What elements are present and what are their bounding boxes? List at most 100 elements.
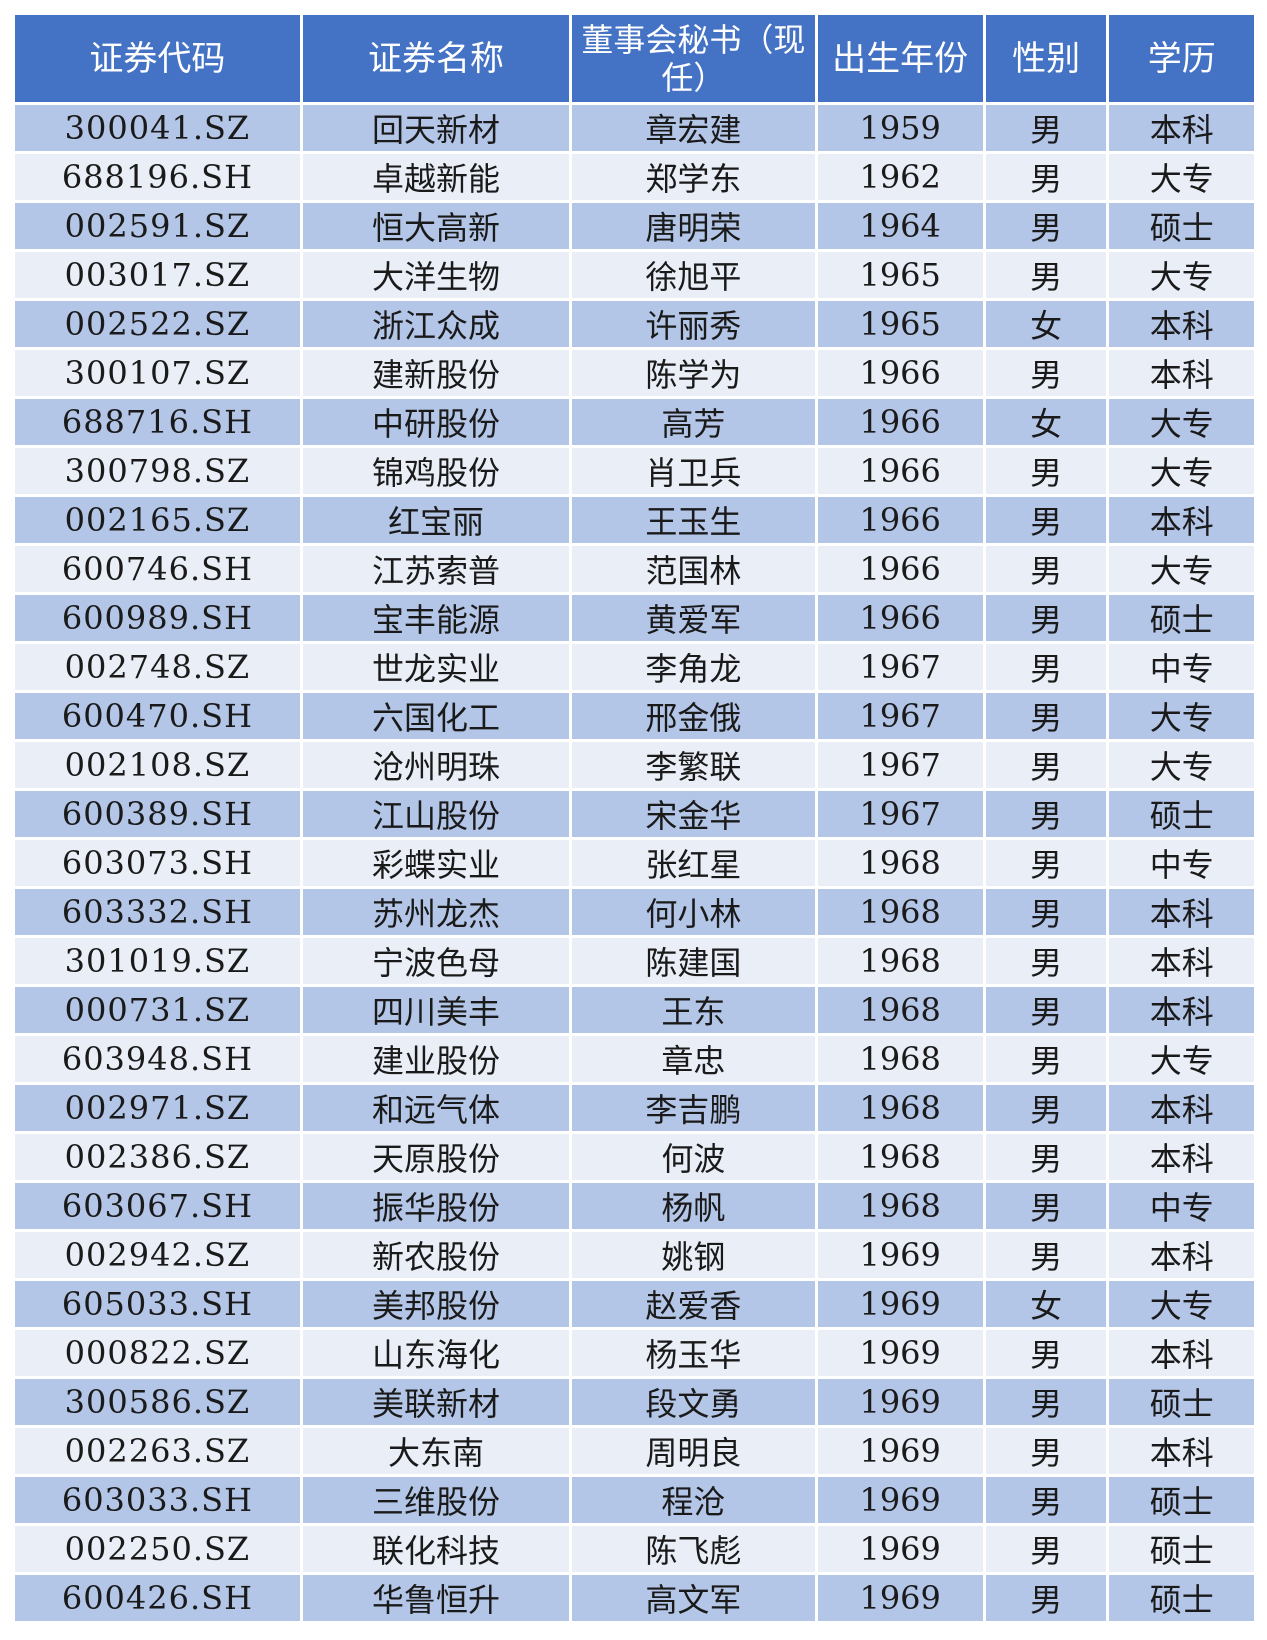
cell-gender: 男	[985, 1036, 1107, 1082]
table-row: 300586.SZ 美联新材 段文勇 1969 男硕士	[15, 1379, 1254, 1425]
cell-gender: 女	[985, 1281, 1107, 1327]
cell-birth-year: 1968	[817, 1085, 983, 1131]
cell-education: 本科	[1109, 1428, 1254, 1474]
cell-birth-year: 1967	[817, 693, 983, 739]
cell-stock-name: 浙江众成	[302, 301, 570, 347]
cell-education: 大专	[1109, 1036, 1254, 1082]
cell-stock-name: 回天新材	[302, 105, 570, 151]
cell-board-secretary: 章忠	[572, 1036, 815, 1082]
cell-stock-name: 天原股份	[302, 1134, 570, 1180]
board-secretary-table: 证券代码 证券名称 董事会秘书（现任） 出生年份 性别 学历 300041.SZ 回天新材章…	[12, 12, 1257, 1624]
cell-stock-name: 振华股份	[302, 1183, 570, 1229]
cell-stock-name: 美邦股份	[302, 1281, 570, 1327]
cell-stock-code: 603332.SH	[15, 889, 300, 935]
cell-education: 本科	[1109, 301, 1254, 347]
cell-education: 大专	[1109, 693, 1254, 739]
table-row: 605033.SH 美邦股份 赵爱香 1969 女大专	[15, 1281, 1254, 1327]
table-row: 002263.SZ 大东南 周明良 1969 男本科	[15, 1428, 1254, 1474]
table-row: 002250.SZ 联化科技 陈飞彪 1969 男硕士	[15, 1526, 1254, 1572]
cell-education: 本科	[1109, 1232, 1254, 1278]
cell-board-secretary: 李繁联	[572, 742, 815, 788]
table-row: 603073.SH 彩蝶实业 张红星 1968 男中专	[15, 840, 1254, 886]
header-row: 证券代码 证券名称 董事会秘书（现任） 出生年份 性别 学历	[15, 15, 1254, 102]
cell-stock-name: 建业股份	[302, 1036, 570, 1082]
cell-board-secretary: 段文勇	[572, 1379, 815, 1425]
cell-gender: 男	[985, 1330, 1107, 1376]
cell-stock-code: 002263.SZ	[15, 1428, 300, 1474]
cell-education: 中专	[1109, 644, 1254, 690]
table-row: 003017.SZ 大洋生物 徐旭平 1965 男大专	[15, 252, 1254, 298]
cell-board-secretary: 何波	[572, 1134, 815, 1180]
cell-stock-name: 沧州明珠	[302, 742, 570, 788]
cell-birth-year: 1966	[817, 546, 983, 592]
table-row: 000731.SZ 四川美丰 王东 1968 男本科	[15, 987, 1254, 1033]
cell-education: 中专	[1109, 1183, 1254, 1229]
cell-gender: 男	[985, 1085, 1107, 1131]
table-row: 688716.SH 中研股份 高芳 1966 女大专	[15, 399, 1254, 445]
cell-gender: 男	[985, 595, 1107, 641]
cell-education: 本科	[1109, 105, 1254, 151]
cell-board-secretary: 杨玉华	[572, 1330, 815, 1376]
cell-birth-year: 1965	[817, 301, 983, 347]
cell-stock-name: 世龙实业	[302, 644, 570, 690]
cell-education: 硕士	[1109, 1526, 1254, 1572]
table-row: 300041.SZ 回天新材 章宏建 1959 男本科	[15, 105, 1254, 151]
cell-stock-name: 恒大高新	[302, 203, 570, 249]
cell-stock-name: 山东海化	[302, 1330, 570, 1376]
cell-board-secretary: 陈飞彪	[572, 1526, 815, 1572]
cell-birth-year: 1969	[817, 1232, 983, 1278]
cell-board-secretary: 李吉鹏	[572, 1085, 815, 1131]
cell-birth-year: 1966	[817, 399, 983, 445]
cell-gender: 男	[985, 154, 1107, 200]
cell-board-secretary: 周明良	[572, 1428, 815, 1474]
cell-gender: 男	[985, 693, 1107, 739]
table-row: 688196.SH 卓越新能 郑学东 1962 男大专	[15, 154, 1254, 200]
cell-stock-name: 三维股份	[302, 1477, 570, 1523]
table-row: 603067.SH 振华股份 杨帆 1968 男中专	[15, 1183, 1254, 1229]
cell-stock-code: 000731.SZ	[15, 987, 300, 1033]
cell-birth-year: 1967	[817, 791, 983, 837]
cell-education: 硕士	[1109, 595, 1254, 641]
cell-birth-year: 1966	[817, 595, 983, 641]
cell-stock-name: 和远气体	[302, 1085, 570, 1131]
cell-gender: 男	[985, 448, 1107, 494]
cell-stock-code: 002971.SZ	[15, 1085, 300, 1131]
cell-stock-code: 300798.SZ	[15, 448, 300, 494]
table-row: 002748.SZ 世龙实业 李角龙 1967 男中专	[15, 644, 1254, 690]
cell-birth-year: 1968	[817, 987, 983, 1033]
table-row: 002591.SZ 恒大高新 唐明荣 1964 男硕士	[15, 203, 1254, 249]
cell-education: 硕士	[1109, 791, 1254, 837]
table-row: 002108.SZ 沧州明珠 李繁联 1967 男大专	[15, 742, 1254, 788]
cell-gender: 男	[985, 1183, 1107, 1229]
cell-board-secretary: 许丽秀	[572, 301, 815, 347]
table-row: 300798.SZ 锦鸡股份 肖卫兵 1966 男大专	[15, 448, 1254, 494]
cell-education: 中专	[1109, 840, 1254, 886]
cell-education: 本科	[1109, 1085, 1254, 1131]
cell-stock-name: 卓越新能	[302, 154, 570, 200]
cell-stock-code: 002591.SZ	[15, 203, 300, 249]
cell-board-secretary: 邢金俄	[572, 693, 815, 739]
table-row: 600746.SH 江苏索普 范国林 1966 男大专	[15, 546, 1254, 592]
cell-board-secretary: 肖卫兵	[572, 448, 815, 494]
cell-stock-name: 大洋生物	[302, 252, 570, 298]
cell-education: 大专	[1109, 546, 1254, 592]
cell-stock-code: 002522.SZ	[15, 301, 300, 347]
cell-stock-code: 000822.SZ	[15, 1330, 300, 1376]
cell-birth-year: 1967	[817, 742, 983, 788]
cell-birth-year: 1968	[817, 938, 983, 984]
cell-education: 硕士	[1109, 1575, 1254, 1621]
cell-gender: 男	[985, 1477, 1107, 1523]
cell-gender: 男	[985, 1134, 1107, 1180]
cell-board-secretary: 何小林	[572, 889, 815, 935]
cell-stock-name: 宝丰能源	[302, 595, 570, 641]
cell-education: 大专	[1109, 154, 1254, 200]
cell-stock-name: 锦鸡股份	[302, 448, 570, 494]
cell-stock-code: 002942.SZ	[15, 1232, 300, 1278]
cell-gender: 女	[985, 399, 1107, 445]
cell-birth-year: 1968	[817, 840, 983, 886]
table-row: 600989.SH 宝丰能源 黄爱军 1966 男硕士	[15, 595, 1254, 641]
cell-gender: 男	[985, 1575, 1107, 1621]
table-row: 600426.SH 华鲁恒升 高文军 1969 男硕士	[15, 1575, 1254, 1621]
cell-gender: 男	[985, 252, 1107, 298]
cell-birth-year: 1969	[817, 1526, 983, 1572]
